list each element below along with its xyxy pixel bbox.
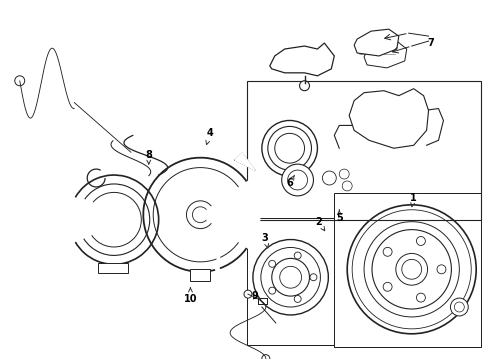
Circle shape bbox=[436, 265, 445, 274]
Text: 3: 3 bbox=[261, 233, 268, 248]
Polygon shape bbox=[235, 153, 254, 170]
Bar bbox=[190, 269, 210, 281]
Circle shape bbox=[449, 298, 468, 316]
Circle shape bbox=[294, 296, 301, 302]
Polygon shape bbox=[353, 29, 398, 56]
Circle shape bbox=[371, 230, 450, 309]
Circle shape bbox=[351, 210, 470, 329]
Circle shape bbox=[416, 293, 425, 302]
Circle shape bbox=[339, 169, 348, 179]
Circle shape bbox=[262, 121, 317, 176]
Bar bbox=[246, 81, 480, 220]
Text: 5: 5 bbox=[335, 210, 342, 223]
Text: 8: 8 bbox=[145, 150, 152, 164]
Circle shape bbox=[268, 260, 275, 267]
Circle shape bbox=[322, 171, 336, 185]
Polygon shape bbox=[348, 89, 427, 148]
Circle shape bbox=[453, 302, 463, 312]
Circle shape bbox=[309, 274, 316, 281]
Text: 7: 7 bbox=[427, 38, 433, 48]
Circle shape bbox=[186, 201, 214, 229]
Circle shape bbox=[252, 239, 327, 315]
Circle shape bbox=[262, 355, 269, 360]
Circle shape bbox=[267, 126, 311, 170]
Circle shape bbox=[244, 290, 251, 298]
Circle shape bbox=[287, 170, 307, 190]
Circle shape bbox=[268, 287, 275, 294]
Text: 9: 9 bbox=[251, 291, 258, 301]
Polygon shape bbox=[269, 43, 334, 76]
Circle shape bbox=[346, 205, 475, 334]
Text: 6: 6 bbox=[285, 175, 294, 188]
Text: 4: 4 bbox=[205, 129, 213, 145]
Circle shape bbox=[342, 181, 351, 191]
Text: 1: 1 bbox=[409, 193, 416, 207]
Circle shape bbox=[192, 207, 208, 223]
Circle shape bbox=[383, 282, 391, 291]
Circle shape bbox=[271, 258, 309, 296]
Polygon shape bbox=[364, 41, 406, 68]
Circle shape bbox=[299, 81, 309, 91]
Circle shape bbox=[383, 247, 391, 256]
Circle shape bbox=[260, 247, 320, 307]
Bar bbox=[98, 264, 128, 273]
Circle shape bbox=[15, 76, 25, 86]
Wedge shape bbox=[200, 181, 259, 249]
Text: 2: 2 bbox=[314, 217, 324, 231]
Circle shape bbox=[279, 266, 301, 288]
Circle shape bbox=[416, 237, 425, 246]
Bar bbox=[246, 218, 334, 345]
Circle shape bbox=[395, 253, 427, 285]
Bar bbox=[334, 193, 480, 347]
Circle shape bbox=[281, 164, 313, 196]
Circle shape bbox=[274, 133, 304, 163]
Circle shape bbox=[294, 252, 301, 259]
Circle shape bbox=[364, 222, 458, 317]
Text: 10: 10 bbox=[183, 288, 197, 304]
Circle shape bbox=[401, 260, 421, 279]
